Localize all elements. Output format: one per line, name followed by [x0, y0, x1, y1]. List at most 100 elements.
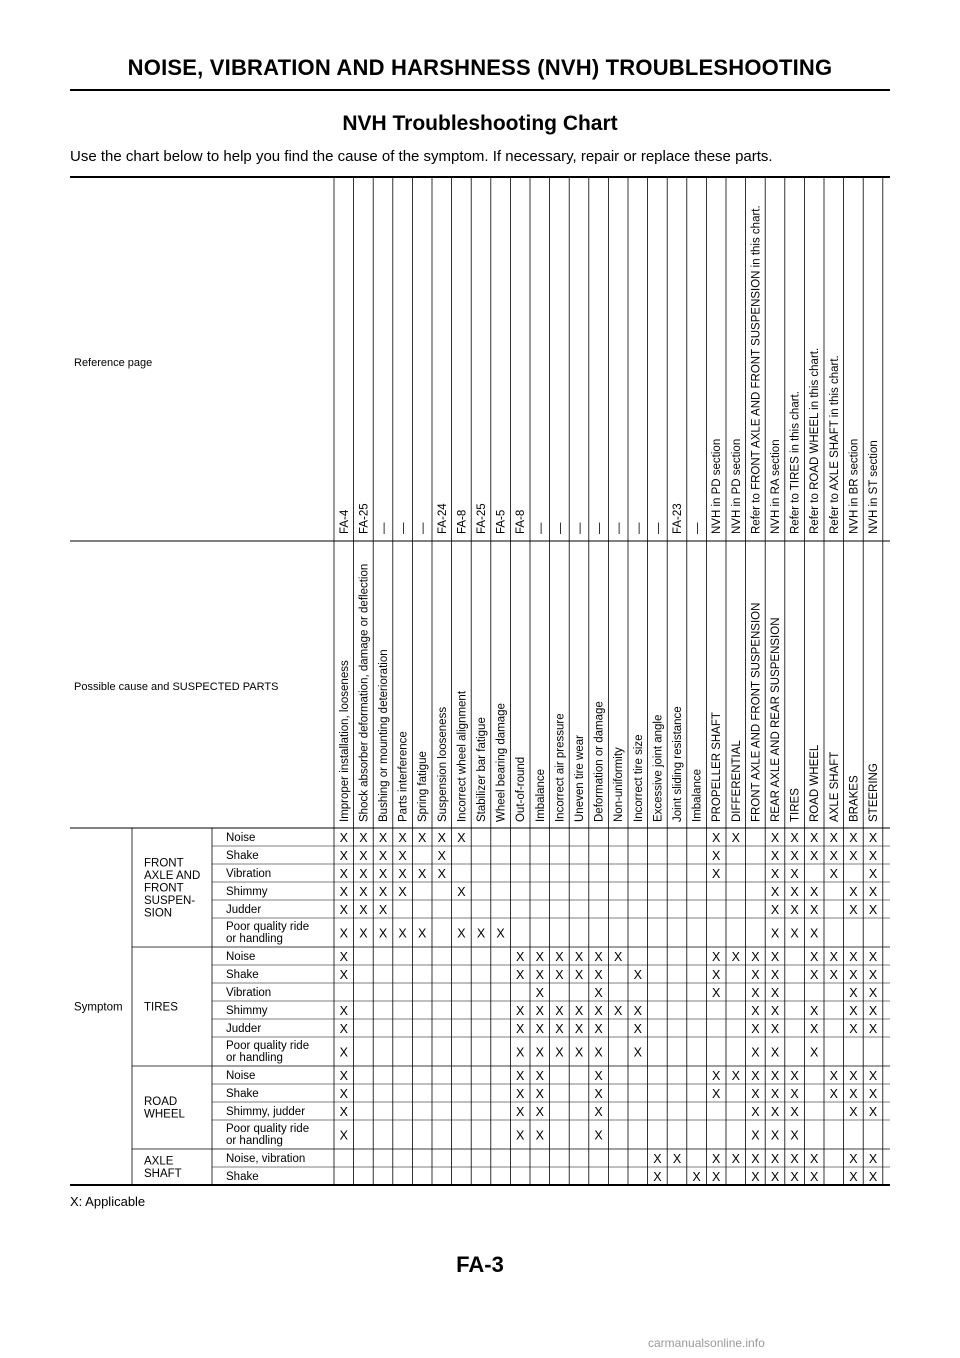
symptom-row-label: Vibration	[226, 868, 271, 880]
applicable-mark: X	[555, 1022, 564, 1036]
symptom-row-label: Poor quality ride	[226, 1123, 309, 1135]
applicable-mark: X	[790, 849, 799, 863]
reference-page-cell: —	[378, 522, 390, 534]
applicable-mark: X	[732, 1069, 741, 1083]
applicable-mark: X	[771, 1170, 780, 1184]
applicable-mark: X	[712, 1069, 721, 1083]
applicable-mark: X	[340, 927, 349, 941]
symptom-row-label: or handling	[226, 1052, 283, 1064]
applicable-mark: X	[594, 1046, 603, 1060]
symptom-row-label: Noise	[226, 1070, 255, 1082]
applicable-mark: X	[771, 950, 780, 964]
reference-page-cell: NVH in RA section	[770, 439, 782, 534]
applicable-mark: X	[555, 950, 564, 964]
applicable-mark: X	[457, 927, 466, 941]
applicable-mark: X	[575, 1004, 584, 1018]
applicable-mark: X	[869, 831, 878, 845]
reference-page-cell: FA-25	[358, 503, 370, 534]
applicable-mark: X	[634, 1022, 643, 1036]
applicable-mark: X	[849, 885, 858, 899]
symptom-row-label: Shimmy	[226, 1005, 268, 1017]
applicable-mark: X	[810, 1046, 819, 1060]
applicable-mark: X	[359, 927, 368, 941]
applicable-mark: X	[457, 831, 466, 845]
applicable-mark: X	[594, 1004, 603, 1018]
symptom-group-label: AXLE AND	[144, 870, 200, 882]
applicable-mark: X	[614, 950, 623, 964]
applicable-mark: X	[771, 1046, 780, 1060]
applicable-mark: X	[516, 1129, 525, 1143]
applicable-mark: X	[751, 1152, 760, 1166]
applicable-mark: X	[379, 849, 388, 863]
applicable-mark: X	[555, 968, 564, 982]
applicable-mark: X	[771, 867, 780, 881]
symptom-row-label: Judder	[226, 1023, 261, 1035]
applicable-mark: X	[516, 968, 525, 982]
applicable-mark: X	[810, 849, 819, 863]
suspected-part-cell: FRONT AXLE AND FRONT SUSPENSION	[750, 603, 762, 822]
applicable-mark: X	[594, 986, 603, 1000]
reference-page-cell: FA-8	[515, 510, 527, 534]
applicable-mark: X	[438, 867, 447, 881]
symptom-row-label: Shake	[226, 1171, 259, 1183]
applicable-mark: X	[516, 1004, 525, 1018]
reference-page-cell: NVH in BR section	[848, 439, 860, 534]
applicable-mark: X	[771, 1069, 780, 1083]
symptom-group-label: FRONT	[144, 857, 184, 869]
applicable-mark: X	[340, 849, 349, 863]
applicable-mark: X	[634, 968, 643, 982]
symptom-row-label: Shimmy	[226, 886, 268, 898]
reference-page-cell: —	[574, 522, 586, 534]
applicable-mark: X	[790, 1170, 799, 1184]
applicable-mark: X	[810, 903, 819, 917]
applicable-mark: X	[536, 1069, 545, 1083]
applicable-mark: X	[340, 968, 349, 982]
applicable-mark: X	[869, 1105, 878, 1119]
applicable-mark: X	[790, 867, 799, 881]
applicable-mark: X	[751, 1046, 760, 1060]
footnote: X: Applicable	[70, 1194, 146, 1209]
applicable-mark: X	[771, 1129, 780, 1143]
applicable-mark: X	[575, 1046, 584, 1060]
applicable-mark: X	[771, 831, 780, 845]
applicable-mark: X	[869, 950, 878, 964]
applicable-mark: X	[379, 831, 388, 845]
applicable-mark: X	[712, 1152, 721, 1166]
suspected-part-cell: Non-uniformity	[613, 747, 625, 822]
symptom-row-label: or handling	[226, 1135, 283, 1147]
header-rule	[70, 89, 890, 91]
reference-page-cell: NVH in PD section	[731, 439, 743, 534]
applicable-mark: X	[751, 950, 760, 964]
applicable-mark: X	[516, 950, 525, 964]
applicable-mark: X	[555, 1046, 564, 1060]
applicable-mark: X	[340, 1046, 349, 1060]
applicable-mark: X	[536, 1004, 545, 1018]
applicable-mark: X	[810, 885, 819, 899]
symptom-row-label: Poor quality ride	[226, 1040, 309, 1052]
applicable-mark: X	[536, 1046, 545, 1060]
reference-page-cell: FA-8	[456, 510, 468, 534]
applicable-mark: X	[810, 927, 819, 941]
reference-page-cell: Refer to AXLE SHAFT in this chart.	[829, 355, 841, 534]
applicable-mark: X	[634, 1004, 643, 1018]
reference-page-cell: NVH in ST section	[868, 440, 880, 534]
symptom-group-label: FRONT	[144, 882, 184, 894]
reference-page-cell: Refer to ROAD WHEEL in this chart.	[809, 348, 821, 534]
applicable-mark: X	[830, 867, 839, 881]
reference-page-cell: —	[554, 522, 566, 534]
applicable-mark: X	[790, 831, 799, 845]
applicable-mark: X	[790, 1105, 799, 1119]
applicable-mark: X	[575, 950, 584, 964]
applicable-mark: X	[516, 1069, 525, 1083]
applicable-mark: X	[340, 1087, 349, 1101]
suspected-part-cell: AXLE SHAFT	[829, 752, 841, 822]
applicable-mark: X	[771, 1004, 780, 1018]
reference-page-cell: FA-25	[476, 503, 488, 534]
applicable-mark: X	[712, 831, 721, 845]
suspected-part-cell: PROPELLER SHAFT	[711, 712, 723, 822]
applicable-mark: X	[810, 950, 819, 964]
applicable-mark: X	[340, 1105, 349, 1119]
suspected-part-cell: Parts interference	[398, 731, 410, 822]
applicable-mark: X	[849, 950, 858, 964]
applicable-mark: X	[516, 1105, 525, 1119]
